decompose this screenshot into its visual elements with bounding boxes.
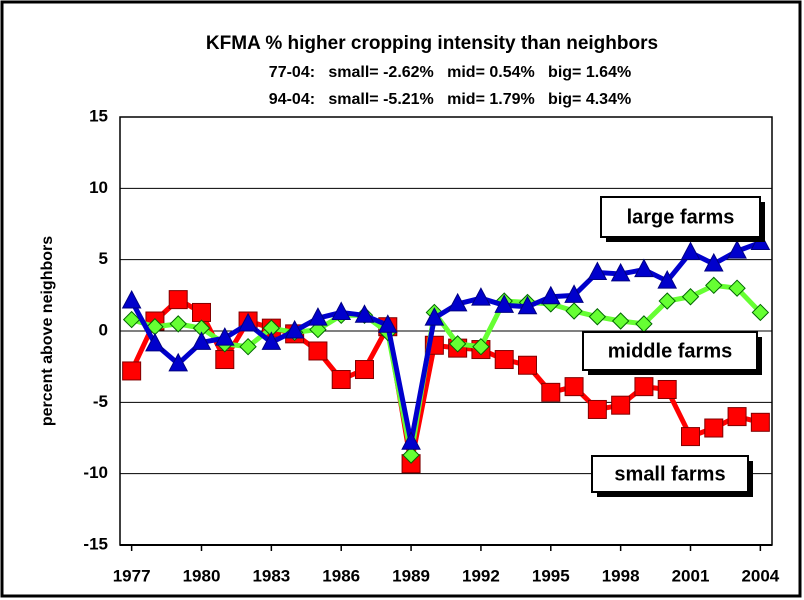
series-line <box>129 297 761 467</box>
x-tick-label: 1983 <box>252 566 290 585</box>
x-tick-label: 2004 <box>741 566 779 585</box>
marker <box>238 312 258 332</box>
marker <box>168 352 189 372</box>
marker <box>658 292 676 310</box>
legend-box <box>600 196 761 238</box>
x-tick-label: 2001 <box>672 566 710 585</box>
marker <box>657 379 677 399</box>
y-tick-label: 15 <box>89 106 108 125</box>
legend-label: large farms <box>627 206 735 228</box>
marker <box>564 284 584 303</box>
y-tick-label: -10 <box>83 463 108 482</box>
y-tick-label: 10 <box>89 178 108 197</box>
marker <box>727 240 747 259</box>
marker <box>354 304 375 323</box>
chart-subtitle: 77-04: small= -2.62% mid= 0.54% big= 1.6… <box>269 64 631 81</box>
marker <box>587 261 608 281</box>
y-axis-label: percent above neighbors <box>39 236 56 426</box>
marker <box>447 292 468 312</box>
chart-title: KFMA % higher cropping intensity than ne… <box>206 33 658 54</box>
marker <box>192 302 211 322</box>
marker <box>471 287 491 306</box>
marker <box>239 337 257 356</box>
marker <box>122 310 141 329</box>
x-tick-label: 1995 <box>532 566 570 585</box>
marker <box>517 295 538 315</box>
chart-subtitle: 94-04: small= -5.21% mid= 1.79% big= 4.3… <box>269 91 631 108</box>
marker <box>610 262 631 282</box>
marker <box>703 252 724 272</box>
x-tick-label: 1998 <box>602 566 640 585</box>
marker <box>587 399 607 419</box>
marker <box>564 377 584 397</box>
marker <box>611 312 630 330</box>
marker <box>565 302 583 320</box>
legend-label: middle farms <box>608 340 732 362</box>
x-tick-label: 1992 <box>462 566 500 585</box>
marker <box>121 289 142 309</box>
legend-label: small farms <box>614 463 725 485</box>
legend-box <box>582 331 758 371</box>
x-tick-label: 1986 <box>322 566 360 585</box>
marker <box>331 301 352 320</box>
marker <box>402 446 420 464</box>
marker <box>705 276 723 295</box>
marker <box>727 407 747 427</box>
marker <box>540 285 561 305</box>
x-tick-label: 1989 <box>392 566 430 585</box>
marker <box>681 288 700 306</box>
marker <box>308 341 328 361</box>
marker <box>424 307 445 326</box>
marker <box>751 303 770 322</box>
marker <box>728 279 746 297</box>
series-line <box>130 282 763 458</box>
marker <box>472 337 490 356</box>
marker <box>518 355 537 375</box>
marker <box>331 370 351 390</box>
marker <box>122 361 142 381</box>
marker <box>657 269 678 289</box>
x-tick-label: 1977 <box>113 566 151 585</box>
series-line <box>129 240 762 445</box>
y-tick-label: -15 <box>83 534 108 553</box>
marker <box>308 307 328 326</box>
marker <box>634 258 654 278</box>
marker <box>168 290 188 310</box>
marker <box>215 350 235 370</box>
marker <box>541 382 561 402</box>
legend-box <box>591 455 749 493</box>
y-tick-label: 0 <box>99 320 108 339</box>
marker <box>750 412 770 432</box>
marker <box>680 241 701 261</box>
marker <box>634 377 654 397</box>
marker <box>681 427 700 447</box>
marker <box>588 308 607 326</box>
marker <box>448 335 467 353</box>
marker <box>191 331 212 350</box>
marker <box>494 294 515 313</box>
marker <box>214 327 235 346</box>
marker <box>377 314 398 333</box>
marker <box>401 431 421 450</box>
marker <box>284 319 305 339</box>
marker <box>145 332 165 352</box>
y-tick-label: -5 <box>93 392 108 411</box>
marker <box>355 360 374 380</box>
marker <box>261 331 282 350</box>
x-tick-label: 1980 <box>183 566 221 585</box>
marker <box>169 315 187 333</box>
marker <box>494 350 514 370</box>
marker <box>704 418 724 438</box>
y-tick-label: 5 <box>99 249 108 268</box>
marker <box>611 395 631 415</box>
